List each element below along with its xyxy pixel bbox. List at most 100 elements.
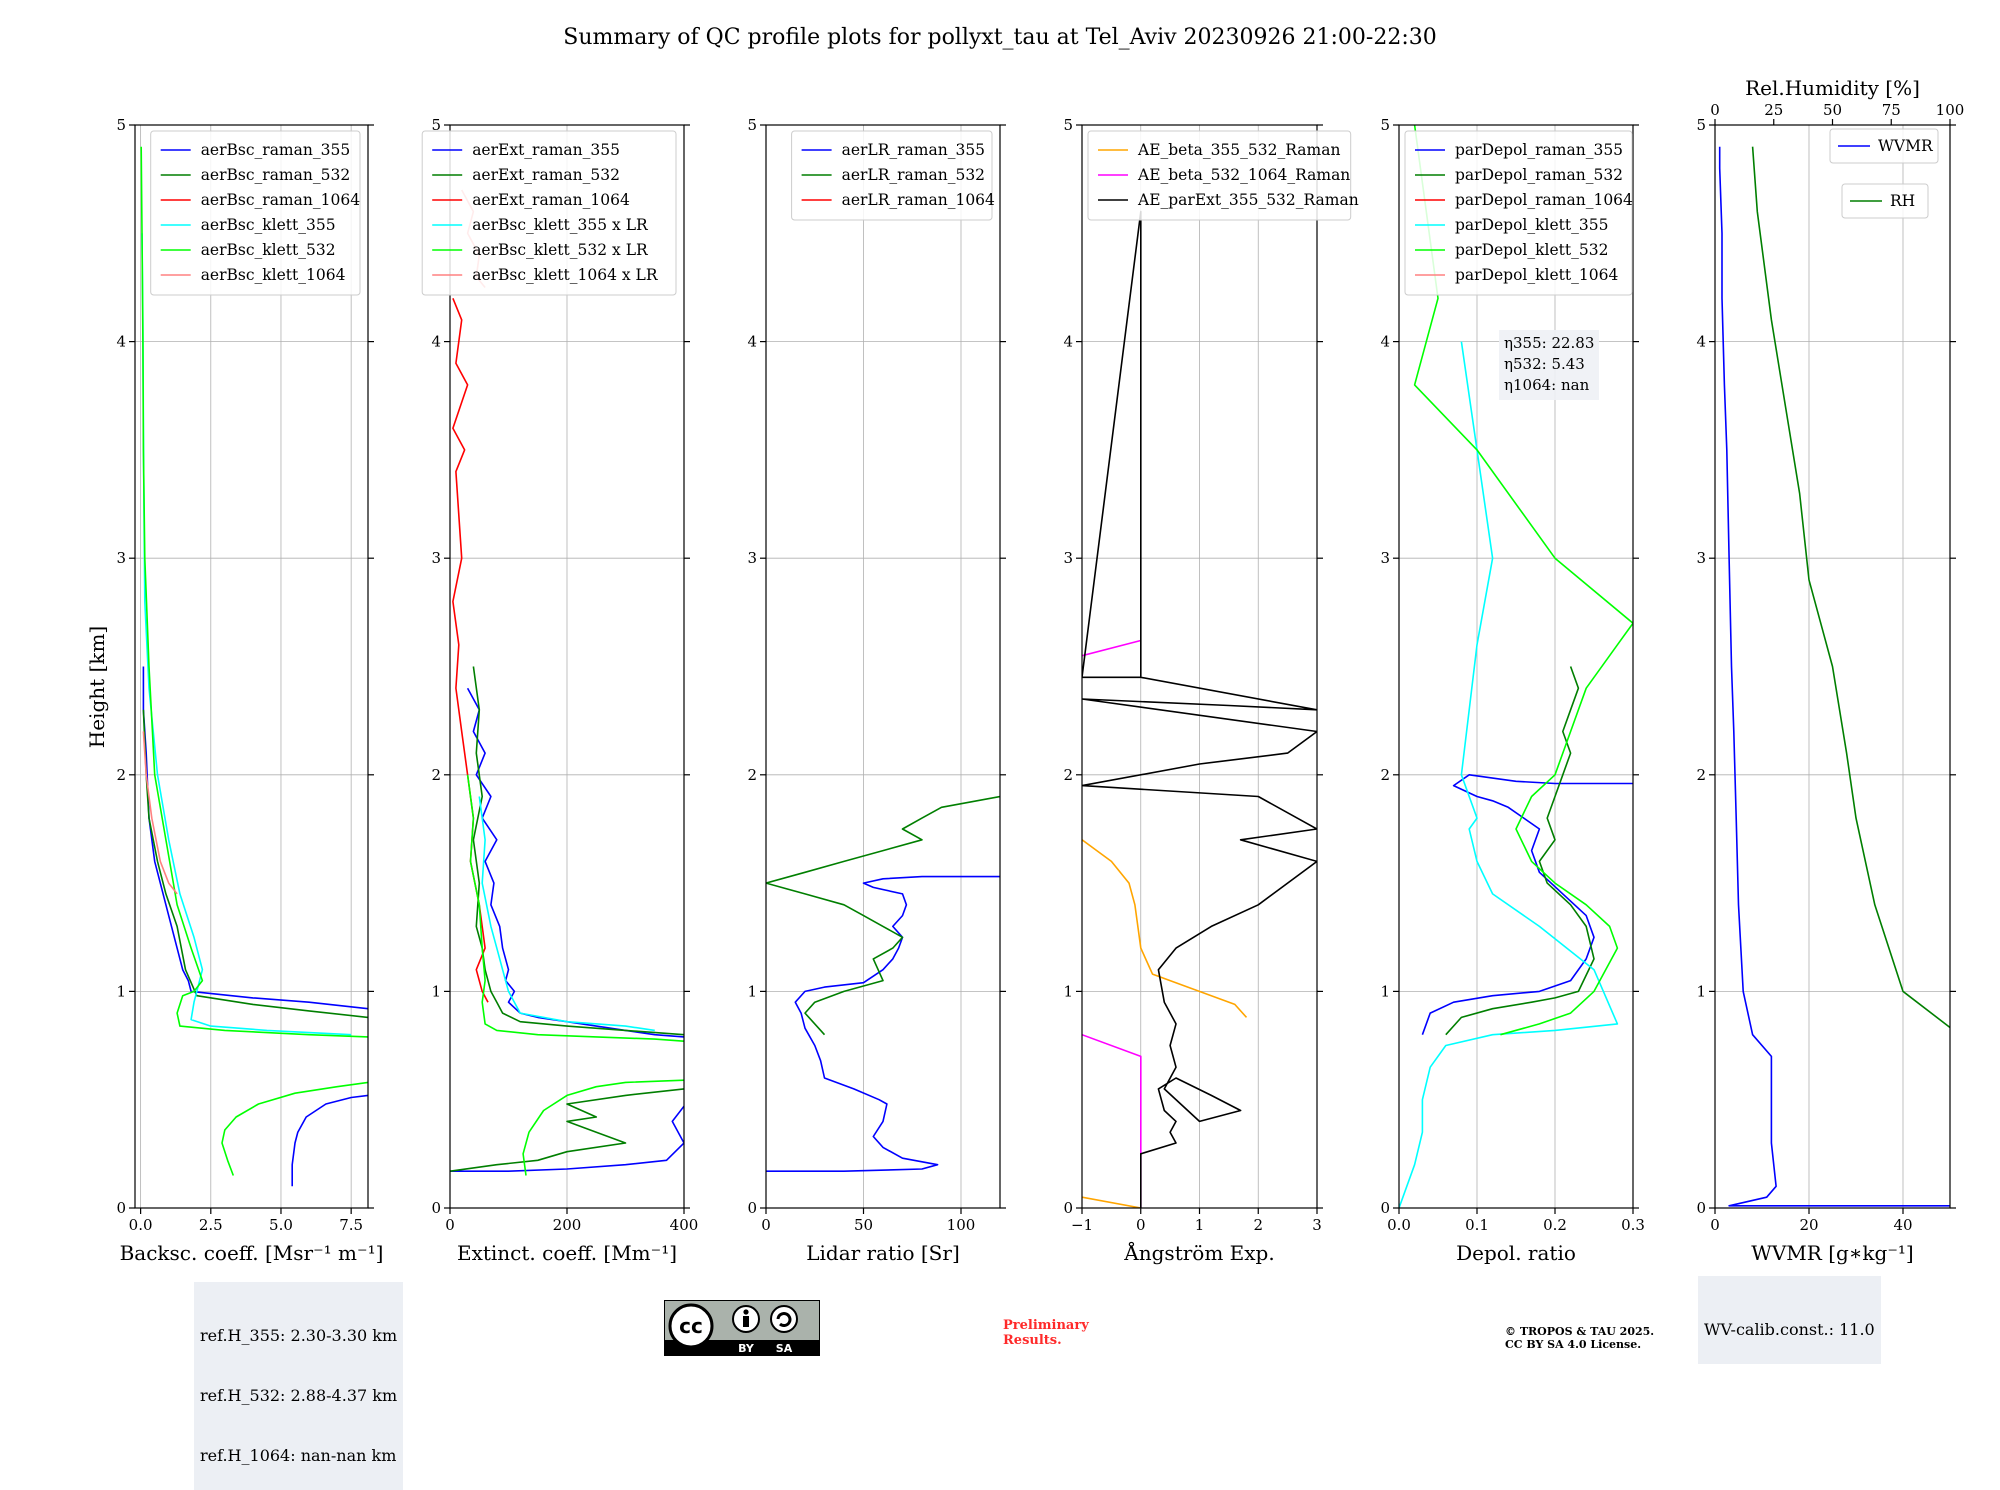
y-tick-label: 4: [431, 333, 441, 351]
series-line-aerbsc-klett-532-lower: [221, 1081, 368, 1176]
series-line-aerbsc-raman-355: [142, 666, 368, 1010]
legend-label-pardepol-raman-532: parDepol_raman_532: [1455, 166, 1623, 184]
series-line-pardepol-klett-355: [1399, 341, 1619, 1208]
legend-box: [1087, 130, 1352, 221]
legend-label-aerlr-raman-355: aerLR_raman_355: [842, 141, 985, 159]
series-line-ae-beta-532-1064-raman: [1082, 1033, 1142, 1208]
panel-2-series: [450, 189, 684, 1176]
series-line-aerlr-raman-532: [766, 795, 1000, 1036]
y-tick-label: 5: [1380, 116, 1390, 134]
panel-3-series: [766, 795, 1000, 1172]
svg-text:cc: cc: [679, 1314, 703, 1338]
series-line-pardepol-klett-532: [1413, 125, 1633, 1036]
preliminary-line-2: Results.: [1003, 1333, 1062, 1348]
legend-label-aerbsc-raman-1064: aerBsc_raman_1064: [201, 191, 361, 209]
panel-6-x-label: WVMR [g∗kg⁻¹]: [1751, 1241, 1913, 1265]
y-tick-label: 2: [431, 766, 441, 784]
preliminary-line-1: Preliminary: [1003, 1318, 1089, 1333]
x-tick-label: 0.0: [1387, 1216, 1411, 1234]
legend-label-aerext-raman-355: aerExt_raman_355: [472, 141, 620, 159]
annotation-line: η532: 5.43: [1504, 355, 1585, 373]
y-tick-label: 0: [431, 1199, 441, 1217]
x-tick-label: 7.5: [339, 1216, 363, 1234]
panel-5-series: [1399, 125, 1633, 1208]
figure: Summary of QC profile plots for pollyxt_…: [85, 25, 1964, 1265]
y-tick-label: 3: [747, 549, 757, 567]
y-tick-label: 2: [1696, 766, 1706, 784]
series-line-aerbsc-raman-532: [142, 709, 368, 1019]
x-tick-label: 5.0: [269, 1216, 293, 1234]
legend-box: [1841, 183, 1929, 219]
x-tick-label: 200: [553, 1216, 582, 1234]
x-tick-label: 1: [1195, 1216, 1205, 1234]
x-tick-label: 100: [947, 1216, 976, 1234]
panel-1-series: [140, 146, 368, 1187]
x-tick-label: 0.0: [129, 1216, 153, 1234]
series-line-wvmr: [1718, 146, 1950, 1207]
legend-label-wvmr: WVMR: [1878, 137, 1934, 155]
y-tick-label: 0: [1063, 1199, 1073, 1217]
y-tick-label: 5: [1696, 116, 1706, 134]
x-tick-label: 0: [761, 1216, 771, 1234]
legend-label-aerlr-raman-532: aerLR_raman_532: [842, 166, 985, 184]
y-tick-label: 5: [1063, 116, 1073, 134]
y-tick-label: 5: [116, 116, 126, 134]
panel-3-frame: [765, 124, 1001, 1209]
y-tick-label: 1: [431, 982, 441, 1000]
legend-label-aerbsc-raman-532: aerBsc_raman_532: [201, 166, 351, 184]
legend-label-ae-parext-355-532-raman: AE_parExt_355_532_Raman: [1137, 191, 1359, 209]
panel-6-legend: WVMR RH: [1829, 128, 1939, 219]
series-line-rh: [1751, 146, 1950, 1029]
top-x-tick-label: 0: [1710, 101, 1720, 119]
reference-height-box: ref.H_355: 2.30-3.30 km ref.H_532: 2.88-…: [194, 1282, 404, 1490]
legend-label-pardepol-klett-532: parDepol_klett_532: [1455, 241, 1608, 259]
legend-label-aerext-raman-1064: aerExt_raman_1064: [472, 191, 630, 209]
legend-box: [150, 130, 361, 296]
legend-label-pardepol-raman-355: parDepol_raman_355: [1455, 141, 1623, 159]
x-tick-label: 3: [1312, 1216, 1322, 1234]
y-tick-label: 4: [1696, 333, 1706, 351]
panel-2-legend: aerExt_raman_355 aerExt_raman_532 aerExt_r…: [421, 130, 677, 296]
x-tick-label: 40: [1893, 1216, 1912, 1234]
panel-3-x-label: Lidar ratio [Sr]: [806, 1241, 960, 1265]
y-tick-label: 4: [747, 333, 757, 351]
series-line-aerext-raman-355-lower: [450, 1105, 684, 1172]
y-tick-label: 1: [1063, 982, 1073, 1000]
wv-calibration-box: WV-calib.const.: 11.0: [1698, 1276, 1881, 1364]
y-tick-label: 2: [1380, 766, 1390, 784]
y-tick-label: 2: [116, 766, 126, 784]
y-tick-label: 3: [431, 549, 441, 567]
y-tick-label: 0: [747, 1199, 757, 1217]
x-tick-label: 0.2: [1543, 1216, 1567, 1234]
y-tick-label: 3: [1380, 549, 1390, 567]
x-tick-label: 20: [1799, 1216, 1818, 1234]
series-line-aerbsc-klett-532-x-lr: [466, 774, 684, 1042]
panel-6-series: [1718, 146, 1950, 1207]
cc-by-sa-license-badge: cc BY SA: [664, 1300, 820, 1356]
x-tick-label: 400: [670, 1216, 699, 1234]
annotation-line: η1064: nan: [1504, 376, 1590, 394]
y-tick-label: 1: [1696, 982, 1706, 1000]
y-tick-label: 3: [116, 549, 126, 567]
y-tick-label: 4: [1380, 333, 1390, 351]
x-tick-label: 2.5: [199, 1216, 223, 1234]
series-line-ae-beta-532-1064-raman-upper: [1082, 639, 1142, 657]
legend-label-aerbsc-klett-1064-x-lr: aerBsc_klett_1064 x LR: [472, 266, 659, 284]
x-tick-label: 0.1: [1465, 1216, 1489, 1234]
panel-3-grid: [765, 124, 1000, 1209]
top-x-tick-label: 75: [1882, 101, 1901, 119]
badge-by-label: BY: [738, 1342, 755, 1355]
legend-label-aerbsc-klett-532: aerBsc_klett_532: [201, 241, 336, 259]
panel-4-x-label: Ångström Exp.: [1123, 1240, 1274, 1265]
panel-5-x-label: Depol. ratio: [1456, 1241, 1576, 1265]
legend-label-ae-beta-532-1064-raman: AE_beta_532_1064_Raman: [1137, 166, 1350, 184]
y-tick-label: 4: [116, 333, 126, 351]
x-tick-label: 0: [1710, 1216, 1720, 1234]
top-x-tick-label: 25: [1764, 101, 1783, 119]
panel-1: 0 1 2 3 4 5 0.0 2.5 5.0 7.5 Backsc. coeff. [Msr⁻¹ …: [116, 116, 383, 1265]
y-tick-label: 2: [747, 766, 757, 784]
series-line-aerext-raman-355: [466, 687, 684, 1038]
panel-5-legend: parDepol_raman_355 parDepol_raman_532 parD…: [1404, 130, 1633, 296]
panel-2-x-label: Extinct. coeff. [Mm⁻¹]: [457, 1241, 677, 1265]
